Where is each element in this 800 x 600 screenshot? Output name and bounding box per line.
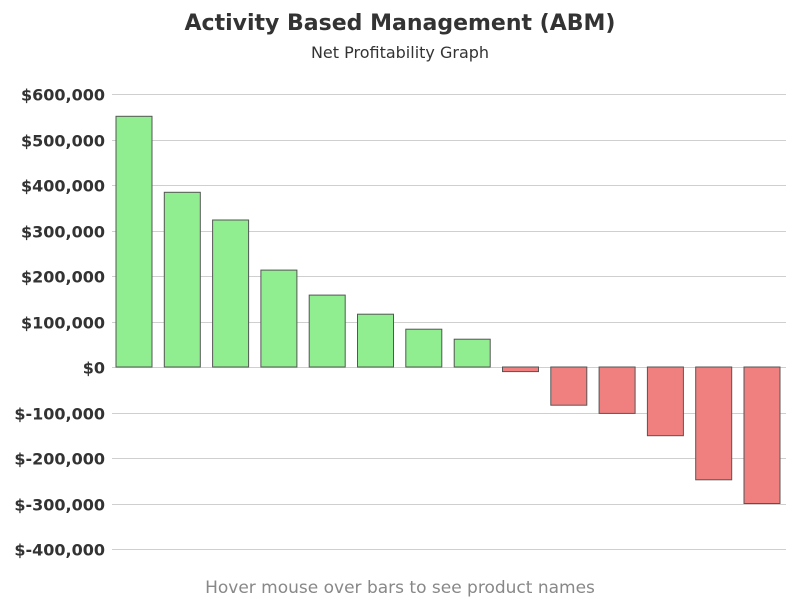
y-tick-label: $300,000 bbox=[21, 223, 105, 242]
y-tick-label: $600,000 bbox=[21, 86, 105, 105]
y-tick-label: $0 bbox=[83, 359, 105, 378]
chart-title: Activity Based Management (ABM) bbox=[185, 11, 616, 36]
profit-bar[interactable] bbox=[163, 191, 201, 368]
y-tick-label: $-100,000 bbox=[14, 405, 105, 424]
y-tick-label: $-300,000 bbox=[14, 496, 105, 515]
loss-bar[interactable] bbox=[502, 366, 539, 373]
y-tick-label: $200,000 bbox=[21, 268, 105, 287]
profit-bar[interactable] bbox=[308, 294, 346, 368]
y-tick-label: $100,000 bbox=[21, 314, 105, 333]
loss-bar[interactable] bbox=[646, 366, 684, 437]
chart-subtitle: Net Profitability Graph bbox=[311, 43, 489, 62]
profit-bar[interactable] bbox=[260, 269, 298, 368]
hover-hint: Hover mouse over bars to see product nam… bbox=[205, 578, 595, 598]
y-axis-tick-labels: $600,000 $500,000 $400,000 $300,000 $200,000… bbox=[14, 86, 105, 560]
profit-bar[interactable] bbox=[453, 338, 491, 368]
profit-bar[interactable] bbox=[405, 328, 443, 368]
y-tick-label: $-200,000 bbox=[14, 450, 105, 469]
y-tick-label: $400,000 bbox=[21, 177, 105, 196]
y-tick-label: $500,000 bbox=[21, 132, 105, 151]
loss-bar[interactable] bbox=[743, 366, 781, 504]
loss-bar[interactable] bbox=[550, 366, 588, 406]
loss-bar[interactable] bbox=[598, 366, 636, 414]
profit-bar[interactable] bbox=[212, 219, 250, 368]
bars bbox=[115, 115, 781, 504]
loss-bar[interactable] bbox=[695, 366, 733, 481]
y-tick-label: $-400,000 bbox=[14, 541, 105, 560]
profit-bar[interactable] bbox=[115, 115, 153, 368]
profit-bar[interactable] bbox=[357, 313, 394, 368]
